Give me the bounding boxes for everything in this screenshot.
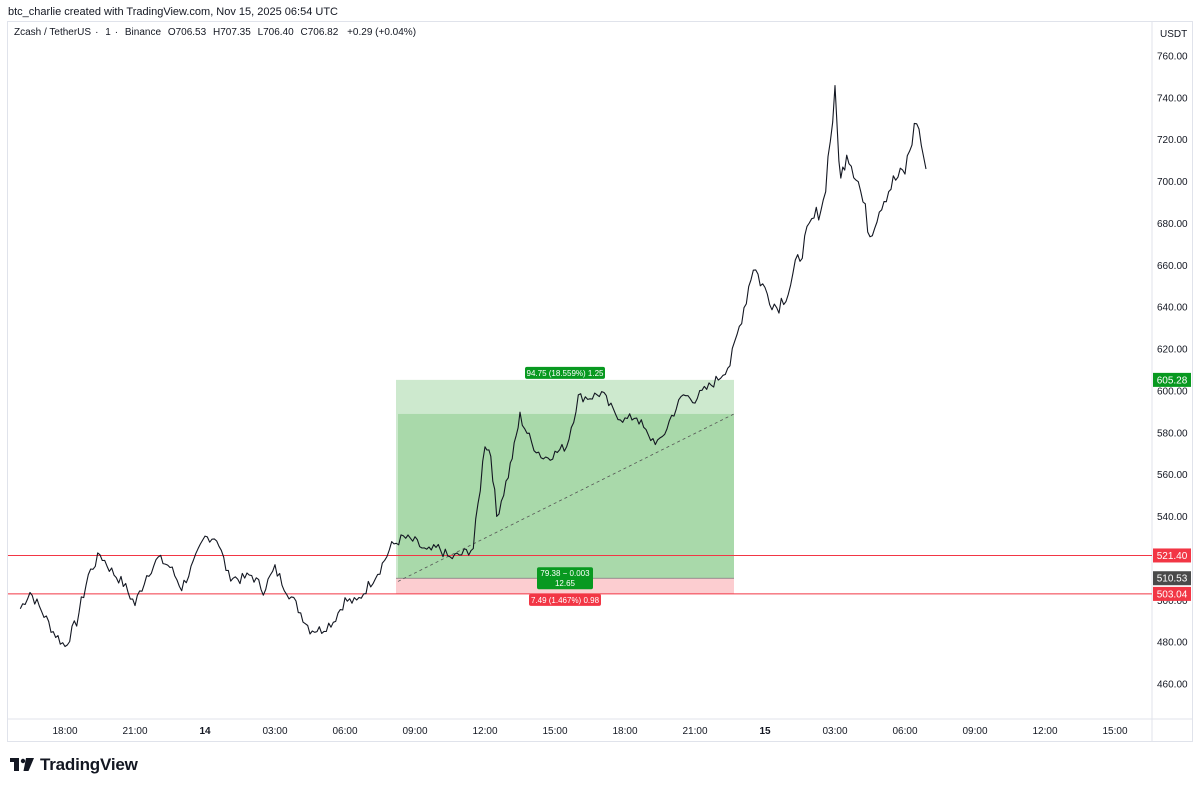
author-name[interactable]: btc_charlie (8, 6, 62, 18)
chart-frame (7, 21, 1193, 742)
price-badge-text: 503.04 (1157, 589, 1188, 600)
y-tick-label: 600.00 (1157, 386, 1188, 397)
price-badge-text: 521.40 (1157, 551, 1188, 562)
x-tick-label: 15:00 (542, 726, 567, 737)
x-tick-label: 18:00 (612, 726, 637, 737)
y-tick-label: 720.00 (1157, 135, 1188, 146)
price-badge-text: 605.28 (1157, 375, 1188, 386)
chart-header: btc_charlie created with TradingView.com… (8, 6, 338, 18)
legend-change: +0.29 (+0.04%) (347, 27, 417, 38)
x-tick-label: 15:00 (1102, 726, 1127, 737)
tradingview-brand[interactable]: TradingView (10, 755, 138, 775)
brand-name: TradingView (40, 755, 138, 774)
legend-close: C706.82 (300, 27, 339, 38)
tradingview-logo-icon (10, 758, 34, 771)
created-text: created with TradingView.com, Nov 15, 20… (64, 6, 338, 18)
y-tick-label: 580.00 (1157, 428, 1188, 439)
x-tick-label: 18:00 (52, 726, 77, 737)
y-tick-label: 760.00 (1157, 52, 1188, 63)
entry-label-bg (537, 567, 593, 590)
y-tick-label: 480.00 (1157, 638, 1188, 649)
x-tick-label: 03:00 (262, 726, 287, 737)
x-tick-label: 03:00 (822, 726, 847, 737)
x-tick-label: 15 (759, 726, 771, 737)
x-tick-label: 14 (199, 726, 211, 737)
x-tick-label: 09:00 (402, 726, 427, 737)
x-tick-label: 09:00 (962, 726, 987, 737)
y-tick-label: 640.00 (1157, 303, 1188, 314)
y-tick-label: 700.00 (1157, 177, 1188, 188)
profit-fill-zone (398, 413, 734, 579)
legend-open: O706.53 (167, 27, 207, 38)
price-badge-stop (1153, 586, 1191, 601)
y-tick-label: 540.00 (1157, 512, 1188, 523)
entry-label: 12.65 (555, 579, 576, 588)
symbol-legend: Zcash / TetherUS · 1 · Binance O706.53 H70… (14, 27, 417, 38)
price-badge-text: 510.53 (1157, 574, 1188, 585)
price-badge-price (1153, 571, 1191, 586)
x-tick-label: 06:00 (332, 726, 357, 737)
y-tick-label: 500.00 (1157, 596, 1188, 607)
target-label: 94.75 (18.559%) 1.25 (527, 369, 604, 378)
currency-label: USDT (1160, 29, 1187, 40)
price-badge-line (1153, 548, 1191, 563)
trade-path-line (397, 413, 735, 582)
x-tick-label: 21:00 (682, 726, 707, 737)
legend-interval: 1 (105, 27, 111, 38)
x-tick-label: 12:00 (1032, 726, 1057, 737)
y-tick-label: 620.00 (1157, 345, 1188, 356)
x-tick-label: 12:00 (472, 726, 497, 737)
y-tick-label: 660.00 (1157, 261, 1188, 272)
price-badge-target (1153, 372, 1191, 387)
legend-high: H707.35 (212, 27, 251, 38)
x-tick-label: 21:00 (122, 726, 147, 737)
stop-label: 7.49 (1.467%) 0.98 (531, 596, 600, 605)
legend-exchange: Binance (124, 27, 162, 38)
legend-low: L706.40 (257, 27, 294, 38)
x-tick-label: 06:00 (892, 726, 917, 737)
stop-label-bg (529, 593, 601, 606)
target-label-bg (525, 366, 605, 379)
price-series-line[interactable] (19, 85, 927, 648)
legend-symbol[interactable]: Zcash / TetherUS (14, 27, 92, 38)
entry-label: 79.38 − 0.003 (540, 569, 590, 578)
y-tick-label: 680.00 (1157, 219, 1188, 230)
profit-zone[interactable] (396, 379, 734, 579)
y-tick-label: 740.00 (1157, 93, 1188, 104)
y-tick-label: 560.00 (1157, 470, 1188, 481)
y-tick-label: 460.00 (1157, 680, 1188, 691)
